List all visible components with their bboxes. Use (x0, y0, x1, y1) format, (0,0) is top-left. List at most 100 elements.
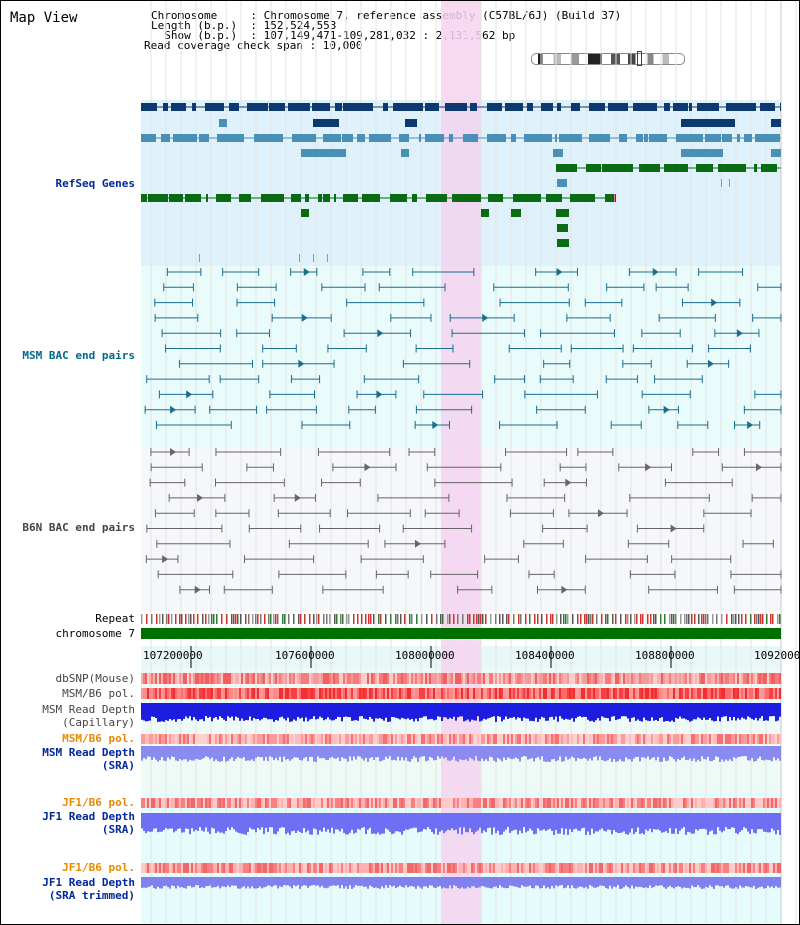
jf1-b6-pol-heat (605, 798, 607, 808)
jf1-depth-sra (491, 813, 493, 835)
msm-depth-sra (749, 746, 751, 761)
msm-bac-pair (303, 268, 310, 276)
jf1-b6-pol2-heat (155, 863, 157, 873)
msm-b6-pol-heat (339, 688, 341, 699)
dbsnp-heat (293, 673, 295, 684)
msm-depth-sra (719, 746, 721, 762)
dbsnp-heat (209, 673, 211, 684)
msm-b6-pol-heat (423, 688, 425, 699)
jf1-b6-pol2-heat (263, 863, 265, 873)
msm-b6-pol2-heat (759, 734, 761, 744)
msm-b6-pol-heat (499, 688, 501, 699)
msm-b6-pol-heat (473, 688, 475, 699)
msm-depth-capillary (697, 703, 699, 718)
jf1-depth-trimmed (771, 877, 773, 887)
msm-depth-sra (687, 746, 689, 761)
jf1-b6-pol-heat (465, 798, 467, 808)
jf1-depth-trimmed (383, 877, 385, 889)
msm-b6-pol2-heat (331, 734, 333, 744)
jf1-b6-pol2-heat (161, 863, 163, 873)
jf1-b6-pol-heat (175, 798, 177, 808)
refseq-gene (513, 194, 541, 202)
dbsnp-heat (579, 673, 581, 684)
msm-b6-pol2-heat (423, 734, 425, 744)
jf1-b6-pol-heat (777, 798, 779, 808)
jf1-depth-sra (289, 813, 291, 835)
jf1-depth-sra (393, 813, 395, 834)
repeat-element (334, 614, 336, 624)
msm-depth-sra (497, 746, 499, 758)
msm-b6-pol2-heat (731, 734, 733, 744)
msm-b6-pol-heat (583, 688, 585, 699)
msm-b6-pol-heat (617, 688, 619, 699)
msm-b6-pol-heat (471, 688, 473, 699)
msm-depth-capillary (257, 703, 259, 720)
msm-depth-sra (715, 746, 717, 757)
jf1-depth-sra (173, 813, 175, 833)
jf1-b6-pol-heat (393, 798, 395, 808)
jf1-b6-pol-heat (369, 798, 371, 808)
jf1-b6-pol-heat (739, 798, 741, 808)
dbsnp-heat (585, 673, 587, 684)
dbsnp-heat (153, 673, 155, 684)
msm-b6-pol2-heat (571, 734, 573, 744)
jf1-depth-sra (517, 813, 519, 835)
msm-b6-pol-heat (219, 688, 221, 699)
jf1-b6-pol-heat (489, 798, 491, 808)
dbsnp-heat (465, 673, 467, 684)
jf1-depth-sra (531, 813, 533, 831)
msm-b6-pol2-heat (191, 734, 193, 744)
jf1-b6-pol-heat (433, 798, 435, 808)
msm-depth-sra (153, 746, 155, 758)
msm-b6-pol2-heat (369, 734, 371, 744)
dbsnp-heat (241, 673, 243, 684)
msm-b6-pol-heat (573, 688, 575, 699)
msm-depth-sra (759, 746, 761, 757)
msm-b6-pol-heat (247, 688, 249, 699)
jf1-b6-pol2-heat (307, 863, 309, 873)
jf1-b6-pol2-heat (373, 863, 375, 873)
msm-b6-pol2-heat (657, 734, 659, 744)
msm-depth-sra (695, 746, 697, 762)
jf1-b6-pol2-heat (521, 863, 523, 873)
msm-depth-sra (487, 746, 489, 762)
refseq-gene (470, 103, 477, 111)
msm-depth-capillary (487, 703, 489, 719)
jf1-b6-pol2-heat (665, 863, 667, 873)
jf1-b6-pol-heat (653, 798, 655, 808)
jf1-depth-trimmed (673, 877, 675, 889)
jf1-depth-trimmed (685, 877, 687, 888)
dbsnp-heat (381, 673, 383, 684)
msm-b6-pol2-heat (617, 734, 619, 744)
msm-b6-pol-heat (189, 688, 191, 699)
jf1-b6-pol2-heat (751, 863, 753, 873)
dbsnp-heat (431, 673, 433, 684)
refseq-gene (305, 194, 309, 202)
msm-depth-capillary (425, 703, 427, 717)
jf1-depth-sra (417, 813, 419, 833)
jf1-b6-pol-heat (235, 798, 237, 808)
msm-b6-pol-heat (711, 688, 713, 699)
msm-depth-sra (491, 746, 493, 758)
jf1-b6-pol2-heat (545, 863, 547, 873)
repeat-element (221, 614, 223, 624)
jf1-depth-sra (639, 813, 641, 834)
dbsnp-heat (307, 673, 309, 684)
jf1-b6-pol-heat (499, 798, 501, 808)
msm-depth-sra (355, 746, 357, 760)
msm-b6-pol-heat (465, 688, 467, 699)
jf1-b6-pol-heat (141, 798, 143, 808)
jf1-depth-sra (209, 813, 211, 834)
jf1-depth-sra (151, 813, 153, 832)
msm-depth-capillary (213, 703, 215, 719)
repeat-element (577, 614, 579, 624)
msm-depth-capillary (431, 703, 433, 719)
msm-b6-pol-heat (549, 688, 551, 699)
jf1-b6-pol2-heat (169, 863, 171, 873)
jf1-depth-sra (203, 813, 205, 832)
msm-b6-pol-heat (275, 688, 277, 699)
jf1-b6-pol-heat (567, 798, 569, 808)
msm-depth-capillary (157, 703, 159, 722)
msm-depth-capillary (585, 703, 587, 717)
